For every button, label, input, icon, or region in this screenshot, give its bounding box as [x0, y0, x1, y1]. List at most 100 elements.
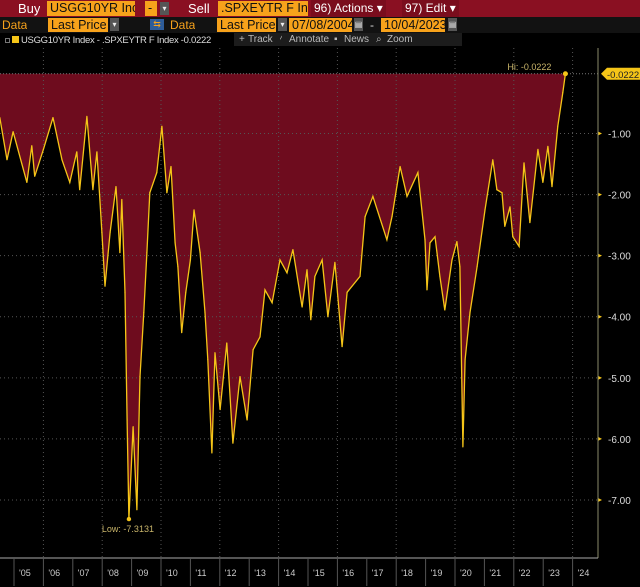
- data-point: [132, 426, 134, 428]
- y-tick-mark: [598, 131, 602, 136]
- y-tick-label: -7.00: [608, 496, 631, 507]
- spread-area-fill: [0, 73, 566, 520]
- sell-ticker-input[interactable]: .SPXEYTR F Inc: [218, 1, 308, 16]
- chart-toolbar: + Track ∕ Annotate ▪ News ⌕ Zoom: [234, 33, 462, 46]
- data-point: [124, 291, 126, 293]
- field-2-select[interactable]: Last Price: [217, 18, 276, 32]
- data-label-1: Data: [2, 18, 28, 32]
- zoom-icon: ⌕: [376, 34, 382, 45]
- data-point: [496, 189, 498, 191]
- data-point: [204, 311, 206, 314]
- data-point: [86, 115, 88, 118]
- data-point: [547, 145, 549, 147]
- data-point: [264, 289, 266, 291]
- x-tick-label: '18: [401, 568, 413, 578]
- data-point: [391, 215, 393, 218]
- x-tick-label: '09: [137, 568, 149, 578]
- data-point: [424, 239, 426, 241]
- news-icon: ▪: [334, 34, 338, 45]
- data-point: [193, 209, 195, 211]
- data-point: [529, 222, 531, 224]
- data-point: [451, 259, 453, 261]
- data-point: [346, 291, 348, 293]
- legend-series-label: USGG10YR Index - .SPXEYTR F Index -0.022…: [21, 35, 211, 46]
- start-calendar-icon[interactable]: ▤: [354, 18, 363, 31]
- x-tick-label: '23: [548, 568, 560, 578]
- data-point: [146, 252, 148, 254]
- data-point: [226, 342, 228, 344]
- legend-checkbox[interactable]: [5, 38, 10, 43]
- x-tick-label: '14: [284, 568, 296, 578]
- y-tick-mark: [598, 375, 602, 380]
- data-point: [121, 198, 123, 201]
- date-separator: -: [370, 18, 374, 32]
- data-point: [484, 209, 486, 211]
- x-tick-label: '05: [19, 568, 31, 578]
- spread-line: [0, 73, 567, 520]
- operator-select[interactable]: -: [145, 1, 157, 16]
- data-point: [214, 352, 216, 354]
- actions-menu[interactable]: 96) Actions ▾: [311, 0, 386, 17]
- y-tick-label: -2.00: [608, 191, 631, 202]
- hi-label: Hi: -0.0222: [507, 62, 551, 72]
- annotate-button[interactable]: Annotate: [289, 34, 330, 45]
- data-point: [239, 375, 241, 378]
- sell-label: Sell: [188, 1, 210, 16]
- data-point: [439, 275, 441, 278]
- data-point: [219, 408, 221, 411]
- data-point: [52, 117, 54, 119]
- data-point: [429, 242, 431, 244]
- data-point: [199, 252, 201, 254]
- data-point: [469, 311, 471, 314]
- start-date-input[interactable]: 07/08/2004: [289, 18, 352, 32]
- data-point: [232, 442, 234, 444]
- low-label: Low: -7.3131: [102, 524, 154, 534]
- edit-menu[interactable]: 97) Edit ▾: [402, 0, 459, 17]
- track-button[interactable]: Track: [248, 34, 273, 45]
- x-tick-label: '06: [48, 568, 60, 578]
- data-point: [126, 419, 128, 421]
- data-point: [42, 148, 45, 150]
- data-point: [459, 266, 461, 268]
- field-2-dropdown-icon[interactable]: ▾: [278, 18, 287, 31]
- data-point: [189, 259, 191, 261]
- x-tick-label: '12: [225, 568, 237, 578]
- data-point: [115, 186, 117, 188]
- y-tick-mark: [598, 314, 602, 319]
- operator-dropdown-icon[interactable]: ▾: [160, 2, 169, 15]
- data-point: [327, 316, 329, 318]
- zoom-button[interactable]: Zoom: [387, 34, 413, 45]
- data-point: [79, 189, 81, 191]
- data-point: [504, 225, 506, 227]
- y-tick-mark: [598, 253, 602, 258]
- end-calendar-icon[interactable]: ▤: [448, 18, 457, 31]
- y-tick-label: -4.00: [608, 313, 631, 324]
- data-point: [207, 358, 209, 361]
- data-point: [476, 266, 478, 268]
- data-point: [286, 272, 288, 274]
- data-point: [518, 245, 520, 248]
- data-point: [314, 275, 316, 278]
- data-point: [174, 242, 176, 244]
- legend-swatch: [12, 36, 19, 43]
- buy-ticker-input[interactable]: USGG10YR Inc: [47, 1, 135, 16]
- last-value-badge: [601, 67, 640, 80]
- news-button[interactable]: News: [344, 34, 370, 45]
- end-date-input[interactable]: 10/04/2023: [381, 18, 445, 32]
- data-point: [181, 332, 183, 334]
- swap-icon[interactable]: ⇆: [150, 19, 164, 30]
- data-point: [119, 252, 121, 254]
- data-point: [101, 231, 103, 234]
- data-point: [406, 195, 408, 198]
- data-point: [456, 241, 458, 243]
- field-1-dropdown-icon[interactable]: ▾: [110, 18, 119, 31]
- data-point: [61, 159, 63, 161]
- data-point: [444, 309, 446, 311]
- low-marker: [126, 516, 132, 522]
- y-tick-mark: [598, 497, 602, 502]
- y-tick-label: -1.00: [608, 130, 631, 141]
- field-1-select[interactable]: Last Price: [48, 18, 108, 32]
- data-point: [109, 231, 111, 234]
- x-tick-label: '24: [578, 568, 590, 578]
